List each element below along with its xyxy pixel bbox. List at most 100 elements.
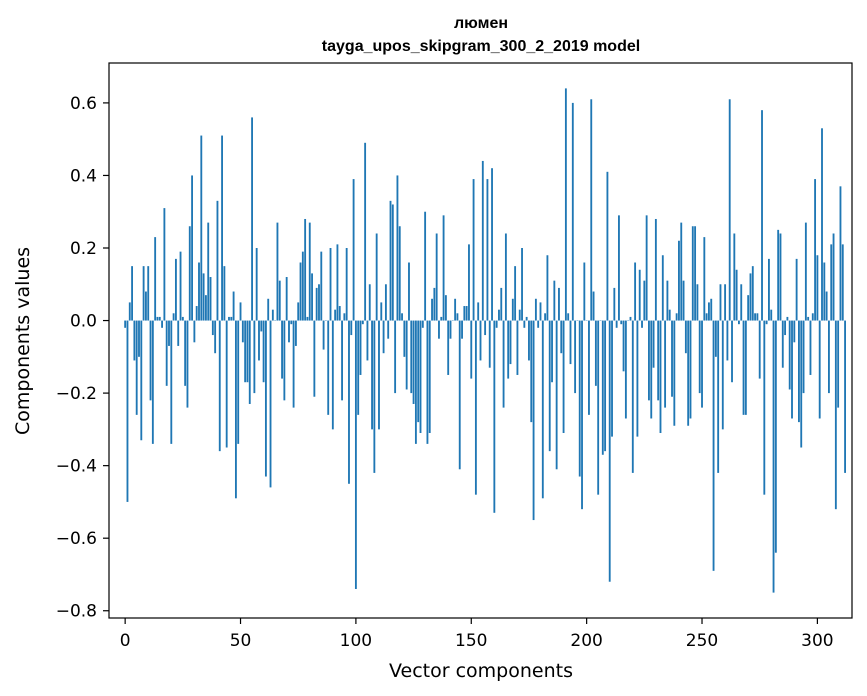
bar [193, 320, 196, 343]
bar [666, 280, 669, 321]
y-tick-label: −0.2 [56, 384, 97, 404]
bar [740, 284, 743, 321]
bar [571, 102, 574, 321]
bar [539, 302, 542, 321]
bar [772, 320, 775, 593]
bar [405, 320, 408, 390]
bar [214, 320, 217, 354]
bar [488, 320, 491, 368]
bar [253, 320, 256, 394]
bar [726, 320, 729, 361]
bar [195, 306, 198, 321]
bar [793, 320, 796, 343]
bar [318, 284, 320, 321]
bar [744, 320, 747, 415]
bar [696, 284, 699, 321]
bar [145, 291, 147, 321]
bar [588, 320, 590, 415]
bar [802, 320, 805, 394]
bar [387, 320, 390, 339]
y-axis-label: Components values [12, 247, 34, 435]
bar [371, 320, 373, 430]
bar [652, 320, 655, 368]
bar [414, 320, 417, 444]
bar [830, 244, 833, 321]
bar [158, 316, 161, 321]
bar [408, 262, 410, 321]
bar [731, 320, 733, 383]
chart-title-line-1: люмен [454, 15, 508, 32]
bar [818, 320, 821, 419]
bar [292, 320, 295, 408]
bar [493, 320, 496, 513]
y-tick-label: −0.6 [56, 529, 97, 549]
bar [638, 269, 641, 321]
bar [278, 280, 281, 321]
bar [237, 320, 240, 444]
bar [131, 266, 133, 321]
bar [807, 316, 810, 321]
bar [604, 320, 607, 452]
bar [135, 320, 138, 415]
bar [198, 262, 200, 321]
bar [668, 309, 671, 321]
bar [532, 320, 535, 521]
bar [511, 298, 514, 321]
bar [613, 287, 616, 321]
chart-title-line-2: tayga_upos_skipgram_300_2_2019 model [322, 38, 640, 55]
bar [675, 313, 678, 321]
bar [601, 320, 604, 455]
bar [128, 302, 131, 321]
bar [786, 316, 789, 321]
bar [161, 320, 163, 328]
bar [345, 248, 348, 321]
bar [583, 262, 586, 321]
bar [440, 316, 443, 321]
bar [809, 320, 812, 375]
bar [816, 255, 819, 321]
bar [719, 284, 722, 321]
bar [832, 233, 835, 321]
bar [126, 320, 129, 502]
bar [562, 320, 565, 433]
bar [479, 320, 482, 361]
bar [828, 320, 830, 394]
y-axis-ticks: −0.8 −0.6 −0.4 −0.2 0.0 0.2 0.4 0.6 [56, 94, 109, 622]
bar [373, 320, 376, 473]
bar [721, 320, 724, 430]
bar [177, 320, 180, 346]
bar [521, 248, 523, 321]
bar [768, 258, 770, 321]
bar [541, 320, 544, 499]
bar [518, 309, 521, 321]
bar [251, 117, 253, 321]
bar [615, 320, 618, 328]
bar [426, 320, 429, 444]
bar [304, 218, 307, 321]
bar-series [124, 88, 846, 593]
bar [248, 320, 251, 404]
bar [837, 320, 840, 408]
bar [553, 280, 556, 321]
bar [770, 309, 773, 321]
bar [449, 320, 452, 339]
bar [188, 226, 191, 321]
bar [735, 269, 738, 321]
bar [694, 226, 697, 321]
bar [366, 320, 369, 361]
bar [378, 320, 380, 430]
bar [477, 302, 480, 321]
bar [209, 277, 212, 321]
bar [514, 266, 517, 321]
bar [728, 99, 731, 321]
bar [798, 320, 800, 423]
bar [398, 226, 401, 321]
bar [315, 287, 318, 321]
bar [290, 320, 293, 325]
bar [271, 309, 274, 321]
bar [618, 215, 620, 321]
bar [691, 226, 694, 321]
bar [428, 320, 431, 433]
bar [228, 316, 230, 321]
